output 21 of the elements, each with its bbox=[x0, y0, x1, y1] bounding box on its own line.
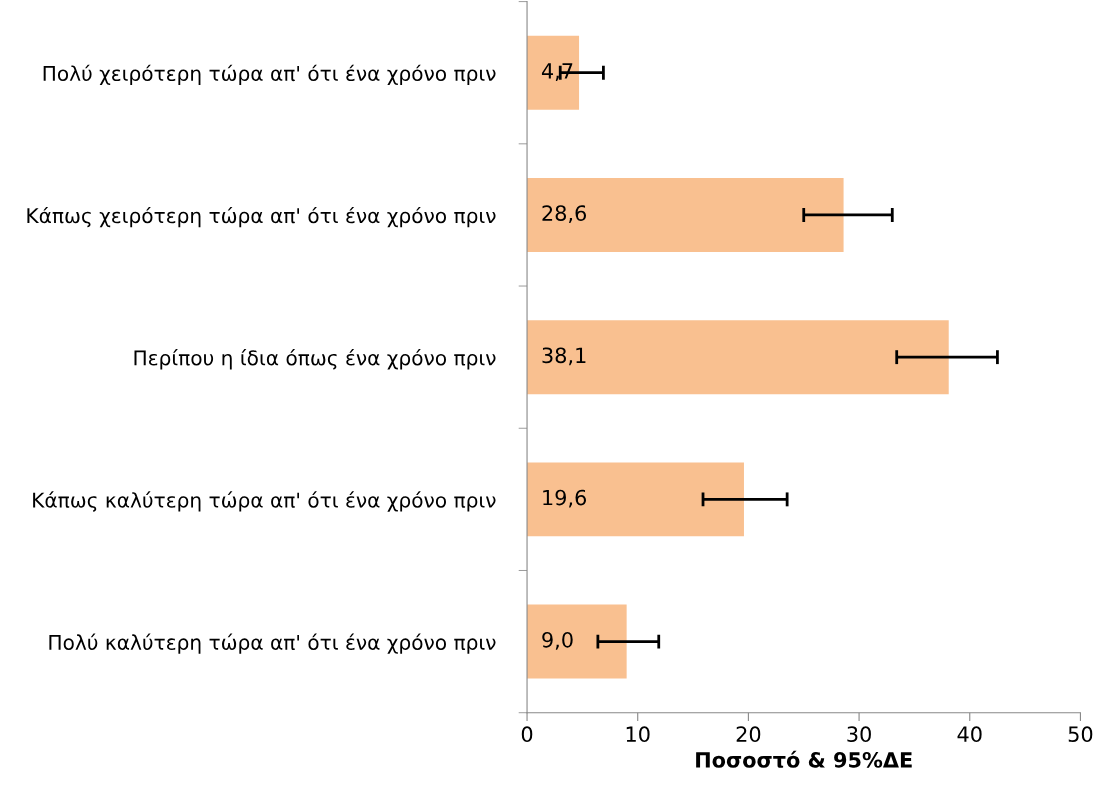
bar bbox=[527, 462, 744, 537]
x-tick-label: 0 bbox=[521, 726, 533, 743]
x-axis-title: Ποσοστό & 95%ΔΕ bbox=[696, 750, 912, 768]
bar bbox=[527, 604, 627, 679]
x-tick-label: 20 bbox=[736, 726, 761, 743]
y-tick-label: Κάπως χειρότερη τώρα απ' ότι ένα χρόνο πριν bbox=[27, 206, 496, 228]
bar bbox=[527, 177, 844, 252]
x-tick-label: 10 bbox=[626, 726, 650, 743]
data-label: 19,6 bbox=[543, 489, 586, 508]
x-tick-label: 50 bbox=[1068, 726, 1093, 743]
x-tick-label: 30 bbox=[847, 726, 871, 743]
bar bbox=[527, 35, 580, 110]
x-tick-label: 40 bbox=[957, 726, 982, 743]
y-tick-label: Περίπου η ίδια όπως ένα χρόνο πριν bbox=[134, 349, 496, 370]
data-label: 38,1 bbox=[542, 347, 586, 366]
data-label: 9,0 bbox=[542, 631, 573, 650]
y-tick-label: Πολύ χειρότερη τώρα απ' ότι ένα χρόνο πριν bbox=[43, 64, 496, 85]
y-tick-label: Πολύ καλύτερη τώρα απ' ότι ένα χρόνο πριν bbox=[49, 633, 496, 654]
bar bbox=[527, 320, 949, 395]
data-label: 28,6 bbox=[542, 205, 586, 224]
y-tick-label: Κάπως καλύτερη τώρα απ' ότι ένα χρόνο πριν bbox=[33, 491, 496, 512]
